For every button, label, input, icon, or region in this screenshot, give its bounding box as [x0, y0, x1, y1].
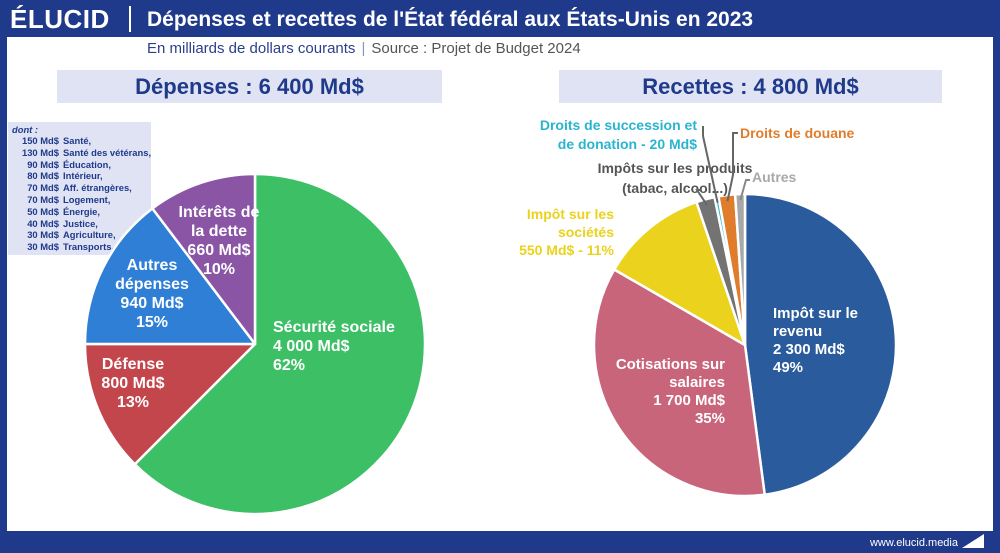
detail-value: 70 Md$ [27, 182, 59, 194]
pie-slice-interets [151, 172, 257, 346]
page-title: Dépenses et recettes de l'État fédéral a… [147, 8, 754, 31]
detail-row: 150 Md$ Santé, [8, 135, 151, 147]
detail-value: 90 Md$ [27, 158, 59, 170]
label-interets-line: 10% [203, 261, 235, 278]
label-impot-produits-line: Impôts sur les produits [598, 160, 753, 176]
header-bar: ÉLUCID Dépenses et recettes de l'État fé… [0, 0, 1000, 37]
detail-value: 30 Md$ [27, 229, 59, 241]
label-interets: Intérêts de la dette 660 Md$ 10% [179, 204, 260, 278]
label-impot-produits: Impôts sur les produits (tabac, alcool...… [598, 160, 753, 196]
detail-row: 130 Md$ Santé des vétérans, [8, 147, 151, 159]
label-impot-revenu-line: 49% [773, 359, 803, 376]
header-divider [129, 6, 131, 32]
pie-slice-impot_revenu [743, 192, 898, 496]
detail-label: Agriculture, [63, 229, 116, 241]
leader-line-douane [726, 132, 738, 202]
label-autres-recettes-line: Autres [752, 169, 797, 185]
label-cotisations-line: 35% [695, 410, 725, 427]
label-impot-produits-line: (tabac, alcool...) [622, 180, 728, 196]
label-defense-line: 800 Md$ [101, 375, 164, 392]
label-douane-line: Droits de douane [740, 125, 855, 141]
detail-label: Aff. étrangères, [63, 182, 132, 194]
detail-label: Santé des vétérans, [63, 146, 152, 158]
page-subtitle: En milliards de dollars courants | Source … [147, 40, 581, 57]
detail-value: 70 Md$ [27, 194, 59, 205]
label-defense-line: 13% [117, 394, 149, 411]
label-impot-societes-line: sociétés [558, 224, 614, 240]
detail-label: Éducation, [63, 158, 111, 170]
pie-slice-cotisations [592, 268, 766, 498]
pie-slice-autres_dep [83, 207, 257, 346]
label-autres-depenses: Autres dépenses 940 Md$ 15% [115, 257, 189, 331]
detail-value: 50 Md$ [27, 205, 59, 217]
label-cotisations-line: salaires [669, 374, 725, 391]
pie-slice-securite [133, 172, 427, 516]
pie-slice-impot_societes [612, 200, 747, 347]
label-impot-revenu-line: 2 300 Md$ [773, 341, 845, 358]
leader-line-impot_produits [695, 189, 708, 206]
detail-row: 80 Md$ Intérieur, [8, 170, 151, 182]
detail-row: 70 Md$ Aff. étrangères, [8, 182, 151, 194]
detail-row: 70 Md$ Logement, [8, 194, 151, 206]
detail-row: 30 Md$ Transports, [8, 241, 151, 253]
detail-label: Logement, [63, 194, 111, 205]
label-cotisations: Cotisations sur salaires 1 700 Md$ 35% [616, 356, 726, 427]
pie-slice-autres_rec [733, 192, 747, 347]
label-succession-line: Droits de succession et [540, 117, 698, 133]
detail-row: 30 Md$ Agriculture, [8, 229, 151, 241]
label-impot-revenu-line: Impôt sur le [773, 305, 858, 322]
detail-row: 90 Md$ Éducation, [8, 159, 151, 171]
label-defense-line: Défense [102, 356, 164, 373]
label-succession-line: de donation - 20 Md$ [558, 136, 697, 152]
detail-value: 40 Md$ [27, 217, 59, 229]
subtitle-divider: | [361, 40, 366, 57]
subtitle-source: Source : Projet de Budget 2024 [371, 40, 581, 57]
label-interets-line: la dette [191, 223, 247, 240]
detail-label: Transports, [63, 241, 115, 253]
label-douane: Droits de douane [740, 125, 855, 141]
detail-heading: dont : [12, 124, 39, 135]
detail-value: 150 Md$ [22, 135, 59, 146]
detail-label: Énergie, [63, 205, 100, 217]
label-securite-line: 62% [273, 357, 305, 374]
detail-label: Justice, [63, 217, 98, 229]
detail-value: 80 Md$ [27, 170, 59, 182]
brand-mark-icon [962, 534, 984, 548]
detail-label: Santé, [63, 135, 92, 146]
label-securite-line: 4 000 Md$ [273, 338, 350, 355]
label-autres-depenses-line: 15% [136, 314, 168, 331]
label-cotisations-line: Cotisations sur [616, 356, 725, 373]
detail-value: 130 Md$ [22, 146, 59, 158]
label-succession: Droits de succession et de donation - 20 … [540, 117, 698, 152]
label-impot-societes-line: Impôt sur les [527, 206, 614, 222]
label-interets-line: Intérêts de [179, 204, 260, 221]
label-cotisations-line: 1 700 Md$ [653, 392, 725, 409]
leader-line-succession [702, 126, 719, 203]
label-securite-line: Sécurité sociale [273, 319, 395, 336]
recettes-title-box: Recettes : 4 800 Md$ [559, 70, 942, 103]
label-defense: Défense 800 Md$ 13% [101, 356, 164, 411]
label-impot-revenu: Impôt sur le revenu 2 300 Md$ 49% [773, 305, 858, 376]
label-autres-depenses-line: dépenses [115, 276, 189, 293]
label-interets-line: 660 Md$ [187, 242, 250, 259]
label-autres-depenses-line: 940 Md$ [120, 295, 183, 312]
leader-line-autres_rec [739, 179, 750, 201]
label-impot-societes-line: 550 Md$ - 11% [519, 242, 614, 258]
footer-url[interactable]: www.elucid.media [869, 537, 958, 549]
brand-logo: ÉLUCID [10, 4, 110, 34]
label-impot-societes: Impôt sur les sociétés 550 Md$ - 11% [519, 206, 614, 258]
detail-value: 30 Md$ [27, 241, 59, 253]
detail-label: Intérieur, [63, 170, 103, 182]
label-autres-recettes: Autres [752, 169, 797, 185]
detail-row: 50 Md$ Énergie, [8, 206, 151, 218]
pie-slice-defense [83, 342, 257, 466]
label-impot-revenu-line: revenu [773, 323, 822, 340]
subtitle-units: En milliards de dollars courants [147, 40, 356, 57]
label-securite: Sécurité sociale 4 000 Md$ 62% [273, 319, 395, 374]
detail-row: 40 Md$ Justice, [8, 218, 151, 230]
label-autres-depenses-line: Autres [127, 257, 178, 274]
depenses-title-box: Dépenses : 6 400 Md$ [57, 70, 442, 103]
